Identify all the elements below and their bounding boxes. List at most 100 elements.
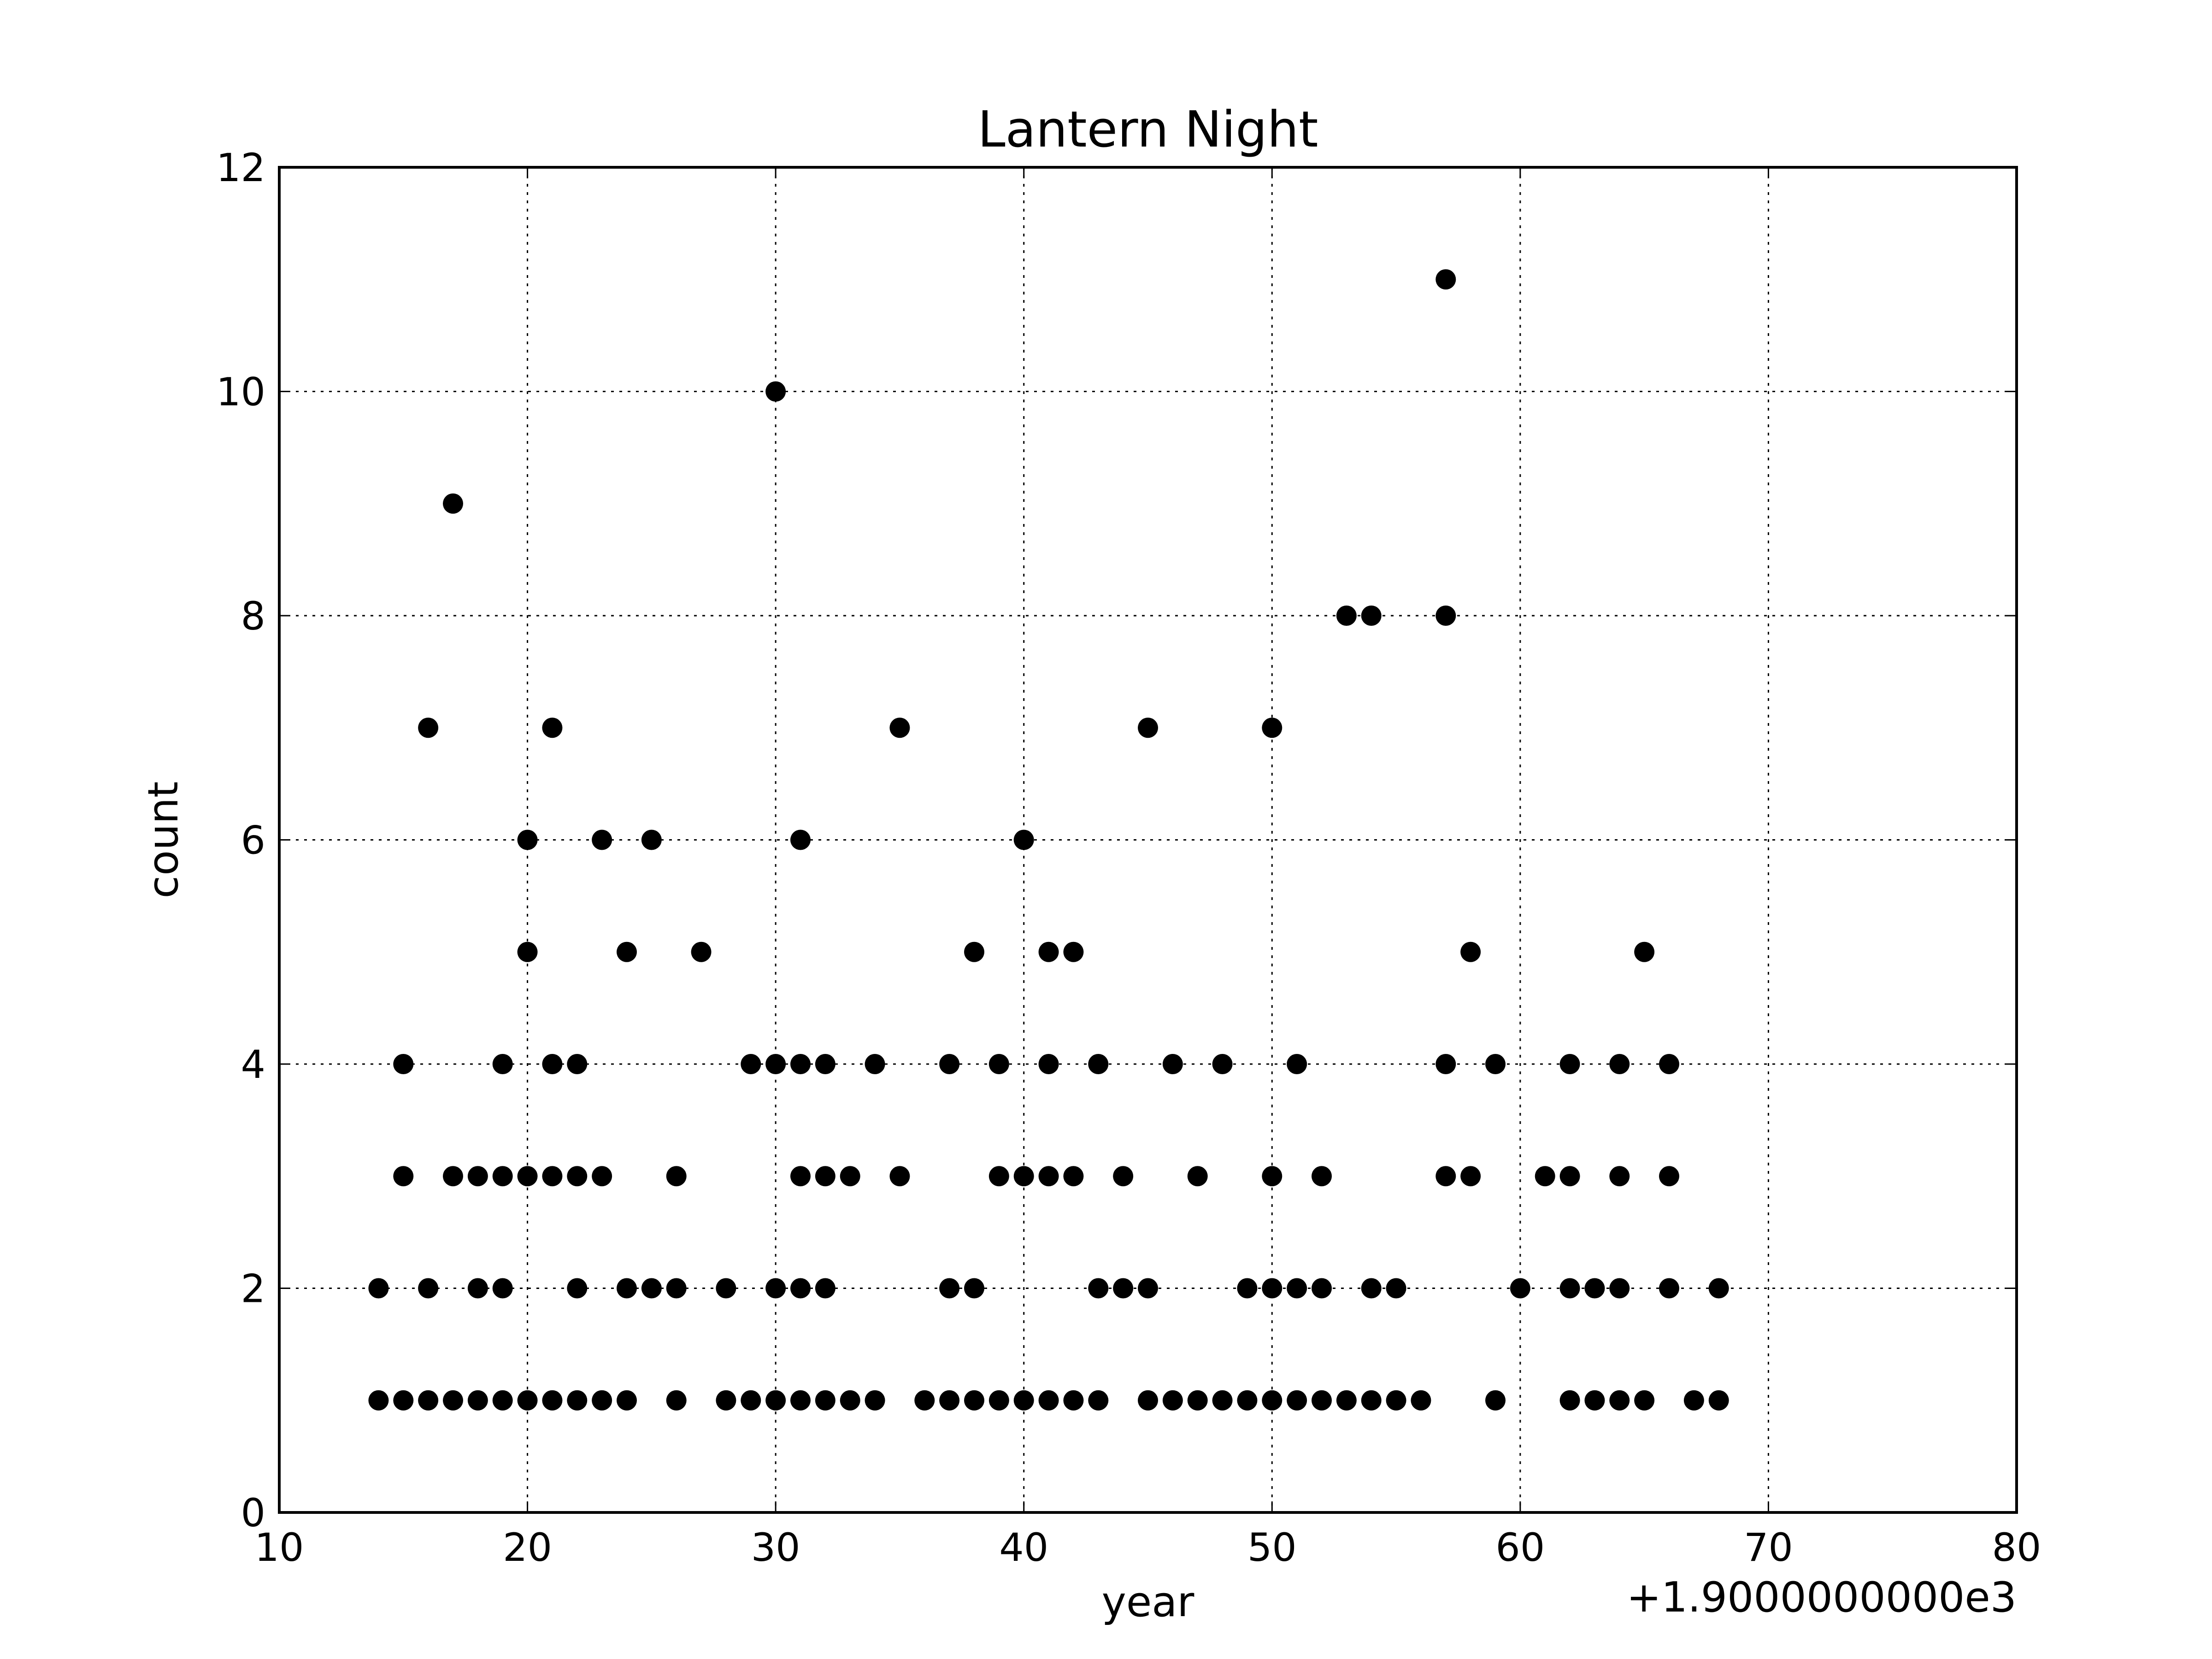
data-point: [939, 1054, 960, 1074]
data-point: [1361, 1278, 1382, 1299]
x-tick-label: 20: [503, 1525, 552, 1570]
data-point: [1212, 1054, 1233, 1074]
data-point: [517, 1166, 538, 1187]
data-point: [1460, 1166, 1481, 1187]
data-point: [418, 1390, 439, 1411]
data-point: [1038, 1166, 1059, 1187]
data-point: [1361, 606, 1382, 626]
data-point: [741, 1054, 761, 1074]
data-point: [1609, 1054, 1630, 1074]
data-point: [492, 1166, 513, 1187]
data-point: [368, 1278, 389, 1299]
data-point: [1634, 941, 1655, 962]
data-point: [443, 1166, 463, 1187]
data-point: [592, 1390, 612, 1411]
data-point: [1609, 1278, 1630, 1299]
x-axis-label: year: [1102, 1578, 1194, 1626]
data-point: [1559, 1390, 1580, 1411]
data-point: [1361, 1390, 1382, 1411]
x-tick-label: 40: [999, 1525, 1048, 1570]
data-point: [1485, 1054, 1506, 1074]
data-point: [1237, 1278, 1258, 1299]
y-tick-label: 10: [216, 370, 265, 415]
data-point: [542, 1390, 563, 1411]
data-point: [467, 1166, 488, 1187]
data-point: [1559, 1054, 1580, 1074]
data-point: [567, 1166, 588, 1187]
data-point: [1510, 1278, 1530, 1299]
data-point: [542, 1166, 563, 1187]
data-point: [517, 830, 538, 850]
chart-title: Lantern Night: [977, 101, 1318, 159]
data-point: [1559, 1166, 1580, 1187]
data-point: [964, 941, 984, 962]
data-point: [1237, 1390, 1258, 1411]
y-axis-label: count: [139, 782, 188, 899]
y-tick-label: 12: [216, 145, 265, 190]
data-point: [467, 1390, 488, 1411]
data-point: [1187, 1390, 1208, 1411]
data-point: [1708, 1390, 1729, 1411]
data-point: [1262, 718, 1282, 738]
data-point: [865, 1390, 885, 1411]
data-point: [790, 1054, 811, 1074]
data-point: [1262, 1166, 1282, 1187]
y-tick-label: 2: [241, 1266, 265, 1312]
data-point: [542, 1054, 563, 1074]
data-point: [790, 830, 811, 850]
data-point: [666, 1390, 687, 1411]
data-point: [1386, 1278, 1406, 1299]
data-point: [1013, 1390, 1034, 1411]
data-point: [765, 381, 786, 402]
data-point: [1708, 1278, 1729, 1299]
data-point: [567, 1054, 588, 1074]
data-point: [492, 1390, 513, 1411]
data-point: [1038, 941, 1059, 962]
data-point: [939, 1278, 960, 1299]
data-point: [815, 1278, 835, 1299]
data-point: [418, 1278, 439, 1299]
data-points: [368, 269, 1729, 1411]
data-point: [617, 1278, 637, 1299]
x-tick-label: 50: [1247, 1525, 1297, 1570]
data-point: [567, 1390, 588, 1411]
x-tick-label: 60: [1495, 1525, 1545, 1570]
data-point: [865, 1054, 885, 1074]
data-point: [840, 1390, 860, 1411]
data-point: [542, 718, 563, 738]
x-tick-label: 30: [751, 1525, 800, 1570]
data-point: [1138, 1390, 1158, 1411]
data-point: [368, 1390, 389, 1411]
data-point: [1113, 1166, 1134, 1187]
data-point: [716, 1390, 736, 1411]
data-point: [741, 1390, 761, 1411]
axis-ticks: [278, 166, 2018, 1513]
data-point: [1460, 941, 1481, 962]
data-point: [492, 1278, 513, 1299]
data-point: [1063, 941, 1084, 962]
data-point: [617, 1390, 637, 1411]
data-point: [1485, 1390, 1506, 1411]
data-point: [1113, 1278, 1134, 1299]
data-point: [988, 1166, 1009, 1187]
data-point: [641, 830, 662, 850]
data-point: [765, 1390, 786, 1411]
data-point: [666, 1166, 687, 1187]
data-point: [592, 830, 612, 850]
data-point: [1609, 1390, 1630, 1411]
data-point: [939, 1390, 960, 1411]
data-point: [443, 493, 463, 514]
data-point: [1435, 606, 1456, 626]
data-point: [393, 1166, 414, 1187]
data-point: [1312, 1390, 1332, 1411]
data-point: [1559, 1278, 1580, 1299]
x-tick-labels: 10 20 30 40 50 60 70 80: [255, 1525, 2041, 1570]
data-point: [517, 1390, 538, 1411]
data-point: [393, 1054, 414, 1074]
data-point: [815, 1166, 835, 1187]
data-point: [1162, 1054, 1183, 1074]
data-point: [1088, 1054, 1109, 1074]
data-point: [492, 1054, 513, 1074]
data-point: [467, 1278, 488, 1299]
data-point: [1435, 1054, 1456, 1074]
